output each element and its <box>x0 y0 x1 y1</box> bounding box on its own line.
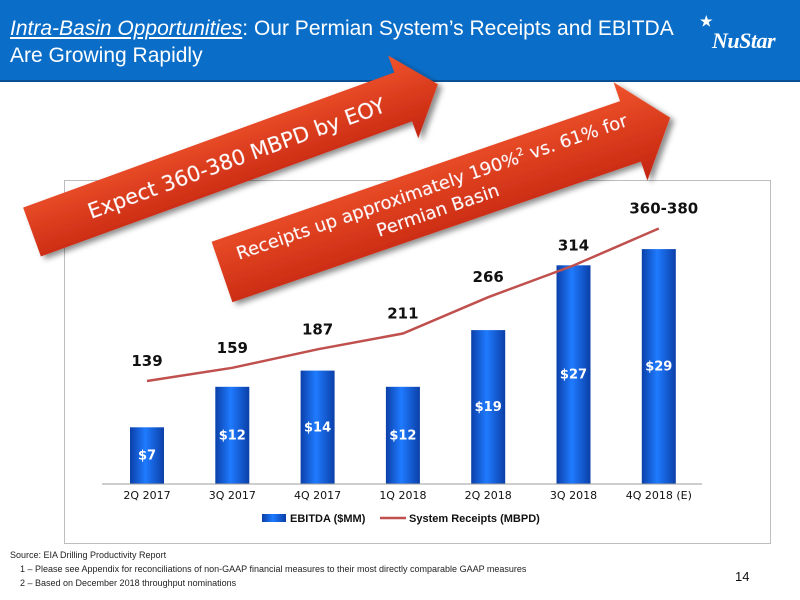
ebitda-bar-label: $27 <box>560 368 587 383</box>
title-emphasis: Intra-Basin Opportunities <box>10 17 243 40</box>
ebitda-bar <box>471 330 506 484</box>
x-axis-tick-label: 1Q 2018 <box>379 489 426 502</box>
ebitda-bar <box>641 249 676 484</box>
ebitda-bar-label: $12 <box>389 428 416 443</box>
receipts-data-label: 266 <box>473 268 504 286</box>
legend-line-label: System Receipts (MBPD) <box>409 513 540 525</box>
x-axis-tick-label: 4Q 2017 <box>294 489 341 502</box>
x-axis-tick-label: 3Q 2018 <box>550 489 597 502</box>
footnote-2: 2 – Based on December 2018 throughput no… <box>20 578 237 588</box>
ebitda-bar-label: $19 <box>475 400 502 415</box>
legend-bar-swatch <box>262 514 286 522</box>
x-axis-tick-label: 2Q 2017 <box>123 489 170 502</box>
x-axis-tick-label: 2Q 2018 <box>465 489 512 502</box>
page-number: 14 <box>735 569 750 584</box>
footer-notes: Source: EIA Drilling Productivity Report… <box>10 548 526 590</box>
footnote-1: 1 – Please see Appendix for reconciliati… <box>20 564 527 574</box>
x-axis-tick-label: 3Q 2017 <box>209 489 256 502</box>
ebitda-bar <box>215 386 250 484</box>
receipts-data-label: 211 <box>387 304 418 322</box>
x-axis-labels: 2Q 2017 3Q 2017 4Q 2017 1Q 2018 2Q 2018 3Q 20… <box>123 489 691 502</box>
page-title: Intra-Basin Opportunities: Our Permian S… <box>10 15 690 69</box>
ebitda-bar-label: $12 <box>219 428 246 443</box>
nustar-logo: ★ NuStar <box>700 15 776 54</box>
ebitda-bar <box>300 370 335 484</box>
ebitda-bar-label: $7 <box>138 449 156 464</box>
receipts-labels: 139 159 187 211 266 314 360-380 <box>131 200 698 370</box>
ebitda-bar-label: $14 <box>304 420 331 435</box>
receipts-data-label: 314 <box>558 237 589 255</box>
callout-arrow-receipts: Receipts up approximately 190%2 vs. 61% … <box>211 82 671 303</box>
receipts-data-label: 159 <box>217 339 248 357</box>
ebitda-bar-label: $29 <box>645 360 672 375</box>
receipts-data-label: 360-380 <box>629 200 698 218</box>
ebitda-bar <box>385 386 420 484</box>
source-note: Source: EIA Drilling Productivity Report <box>10 550 167 560</box>
ebitda-bar <box>556 265 591 484</box>
legend: EBITDA ($MM) System Receipts (MBPD) <box>262 513 540 525</box>
x-axis-tick-label: 4Q 2018 (E) <box>626 489 692 502</box>
ebitda-labels: $7 $12 $14 $12 $19 $27 $29 <box>138 360 672 464</box>
receipts-line <box>146 227 660 383</box>
title-rest: : Our Permian System’s Receipts and EBIT… <box>10 17 673 67</box>
ebitda-bars <box>130 249 676 484</box>
star-icon: ★ <box>700 15 713 30</box>
ebitda-bar <box>130 427 164 484</box>
logo-text: NuStar <box>712 28 776 53</box>
receipts-data-label: 187 <box>302 320 333 338</box>
receipts-data-label: 139 <box>131 352 162 370</box>
legend-bar-label: EBITDA ($MM) <box>290 513 366 525</box>
